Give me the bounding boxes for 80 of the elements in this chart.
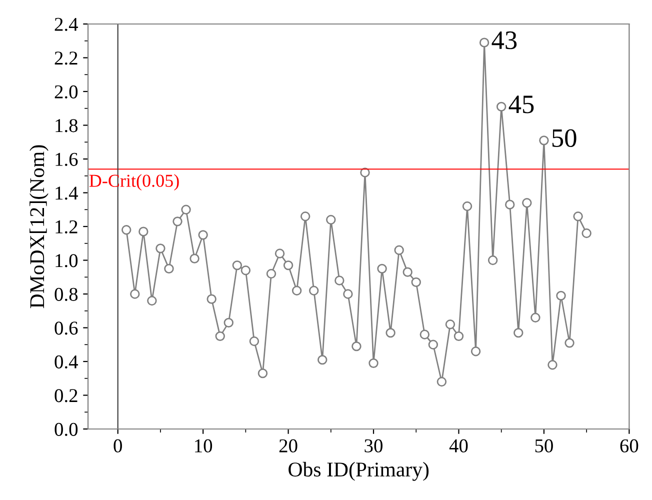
y-tick-label: 0.4 [54, 355, 78, 369]
point [496, 102, 506, 112]
point [318, 354, 328, 365]
x-tick-label: 60 [620, 439, 638, 452]
y-tick-label: 0.8 [54, 288, 78, 302]
x-tick-label: 40 [449, 439, 468, 452]
point [258, 368, 268, 378]
y-tick-label: 1.0 [56, 254, 78, 268]
x-tick-label: 20 [279, 439, 298, 452]
point [240, 266, 251, 276]
point [334, 276, 344, 286]
point [156, 244, 166, 254]
x-tick-label: 10 [195, 439, 212, 452]
y-tick-label: 1.4 [56, 186, 78, 200]
y-tick-label: 2.4 [54, 18, 78, 32]
point [206, 294, 216, 304]
point [488, 255, 498, 266]
point [164, 264, 174, 274]
point [436, 376, 447, 387]
point [368, 358, 378, 368]
point [454, 331, 464, 342]
annotation: 50 [552, 129, 576, 148]
point [530, 312, 540, 322]
x-tick-label: 30 [364, 439, 382, 452]
point [386, 328, 396, 338]
y-tick-label: 0.2 [54, 389, 78, 402]
point [394, 245, 404, 255]
point [548, 360, 558, 370]
annotation: 43 [492, 31, 517, 50]
point [274, 248, 285, 258]
point [505, 200, 515, 210]
point [224, 318, 234, 328]
point [462, 201, 472, 212]
y-tick-label: 0.6 [54, 322, 78, 335]
x-tick-label: 0 [114, 439, 122, 452]
point [326, 214, 336, 225]
point [172, 216, 182, 226]
y-tick-label: 2.2 [54, 52, 78, 65]
point [300, 212, 310, 222]
point [147, 296, 157, 306]
y-tick-label: 0.0 [54, 422, 78, 436]
y-tick-label: 1.6 [56, 152, 78, 166]
y-tick-label: 1.2 [56, 220, 78, 234]
point [343, 289, 353, 299]
point [198, 230, 208, 240]
x-axis-title: Obs ID(Primary) [288, 462, 429, 481]
point [377, 264, 387, 274]
point [470, 346, 481, 356]
point [266, 268, 276, 279]
point [360, 168, 370, 178]
point [514, 328, 524, 338]
point [564, 338, 574, 348]
point [522, 198, 532, 208]
annotation: 45 [508, 96, 534, 114]
point [138, 226, 148, 236]
point [539, 136, 549, 146]
point [249, 336, 260, 346]
point [232, 260, 242, 270]
point [402, 267, 412, 277]
point [420, 330, 430, 340]
y-tick-label: 1.8 [56, 119, 78, 132]
x-tick-label: 50 [535, 439, 553, 452]
point [308, 286, 319, 296]
point [190, 254, 200, 264]
point [283, 260, 294, 270]
y-tick-label: 2.0 [54, 85, 78, 99]
point [556, 290, 566, 301]
point [181, 204, 191, 214]
point [292, 286, 302, 296]
point [479, 38, 490, 48]
point [215, 331, 225, 342]
point [411, 277, 421, 288]
point [130, 289, 140, 299]
point [582, 228, 592, 238]
point [573, 212, 583, 222]
point [445, 320, 456, 330]
point [122, 225, 132, 235]
point [428, 340, 438, 350]
point [352, 341, 362, 352]
y-axis-title: DMoDX[12](Nom) [30, 145, 48, 308]
